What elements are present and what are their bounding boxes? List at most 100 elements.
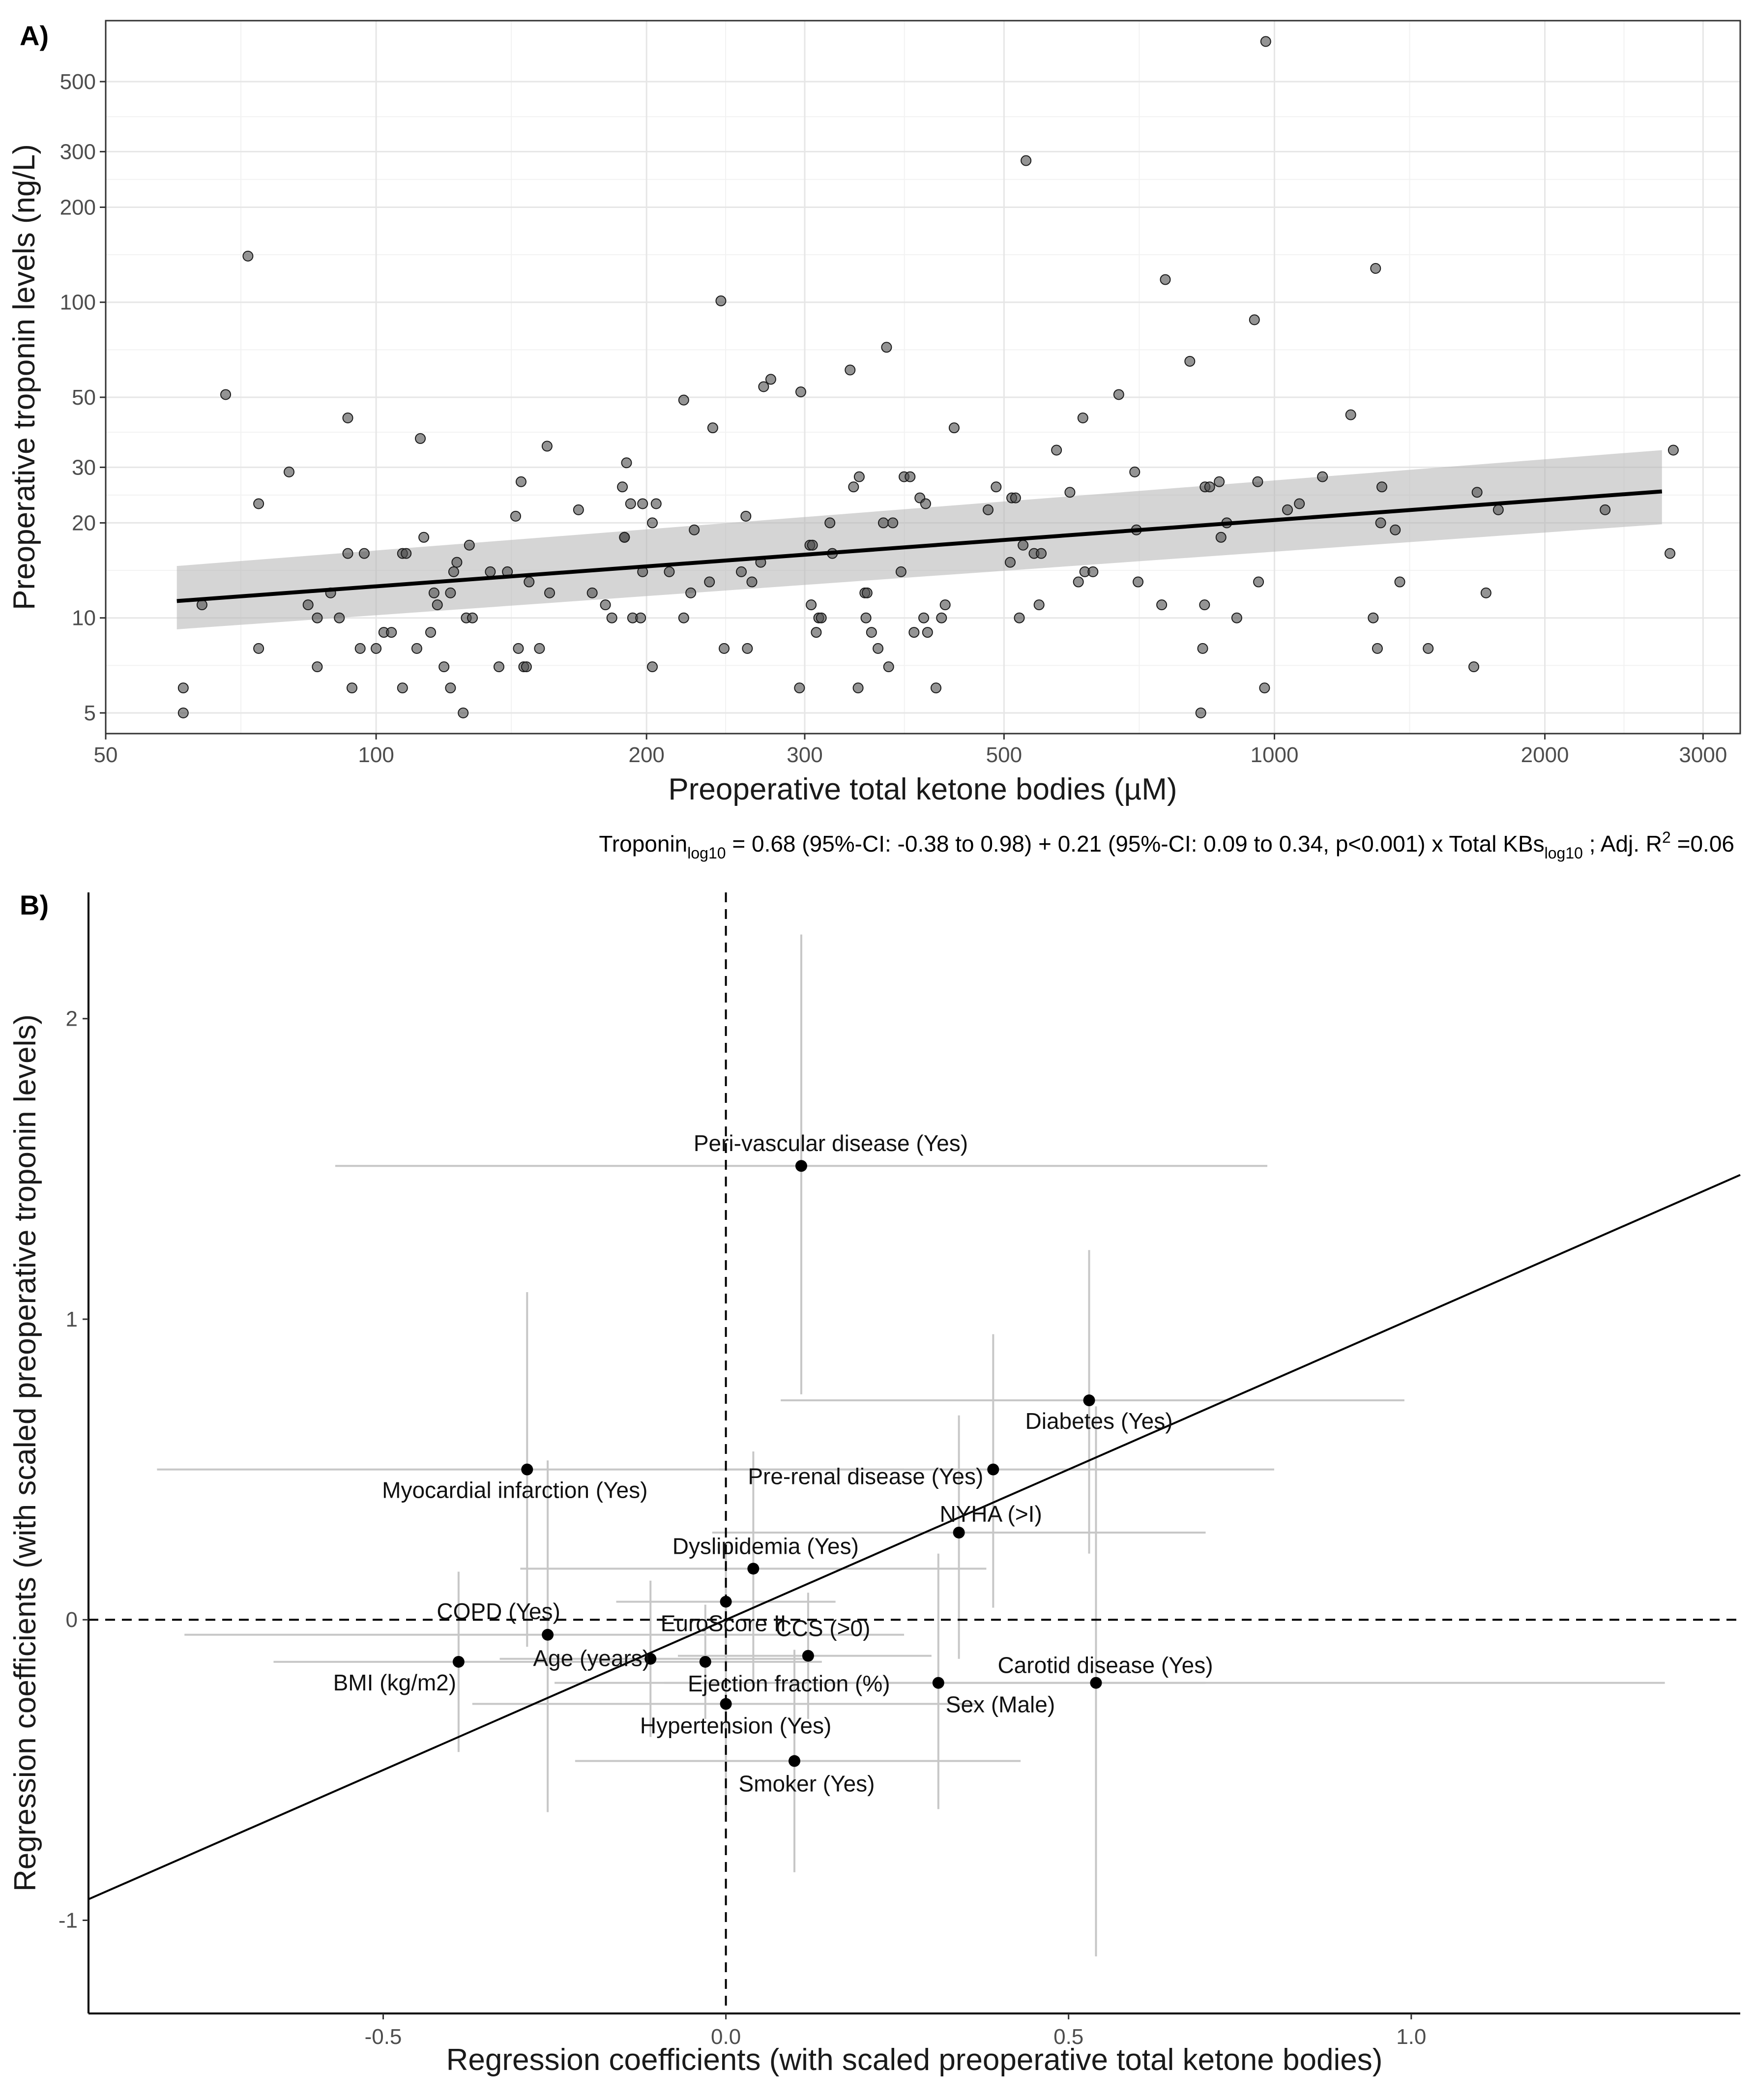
panel-a-y-tick-label: 5 <box>84 701 96 725</box>
panel-a-data-point <box>418 532 430 543</box>
panel-a-y-tick-label: 30 <box>72 455 96 479</box>
point-carotid-disease-yes <box>1090 1677 1102 1689</box>
panel-a-data-point <box>852 682 864 694</box>
panel-a-y-tick-label: 300 <box>60 140 96 164</box>
panel-a-data-point <box>1317 471 1328 482</box>
panel-a-data-point <box>401 548 412 559</box>
panel-a-data-point <box>746 576 758 588</box>
panel-a-data-point <box>1390 524 1401 535</box>
panel-a-data-point <box>1113 389 1124 400</box>
panel-a-data-point <box>177 682 189 694</box>
panel-a-x-tick-label: 1000 <box>1251 743 1299 767</box>
panel-a-data-point <box>678 394 689 406</box>
label-dyslipidemia-yes: Dyslipidemia (Yes) <box>672 1533 859 1559</box>
panel-a-data-point <box>1260 36 1271 47</box>
panel-a-x-tick-label: 300 <box>787 743 822 767</box>
panel-a-data-point <box>346 682 357 694</box>
eq-lhs: Troponin <box>599 831 687 857</box>
panel-a-data-point <box>485 566 496 577</box>
label-smoker-yes: Smoker (Yes) <box>739 1771 875 1797</box>
panel-a-y-tick-label: 100 <box>60 291 96 315</box>
panel-a-data-point <box>877 517 889 529</box>
label-sex-male: Sex (Male) <box>946 1692 1055 1717</box>
panel-b-y-axis-title: Regression coefficients (with scaled pre… <box>8 1014 42 1892</box>
panel-a-data-point <box>1051 444 1062 456</box>
panel-a-y-tick-label: 200 <box>60 195 96 219</box>
panel-a-data-point <box>881 342 892 353</box>
panel-a-regression-equation: Troponinlog10 = 0.68 (95%-CI: -0.38 to 0… <box>599 828 1734 862</box>
panel-a-data-point <box>685 587 697 598</box>
panel-a-data-point <box>600 599 611 611</box>
panel-b-y-tick-label: 1 <box>66 1307 78 1331</box>
panel-a-data-point <box>458 707 469 718</box>
panel-a-data-point <box>242 250 254 262</box>
panel-a-data-point <box>1036 548 1047 559</box>
panel-a-data-point <box>220 389 232 400</box>
panel-a-data-point <box>397 682 408 694</box>
point-ejection-fraction <box>699 1656 711 1668</box>
panel-a-data-point <box>515 476 526 487</box>
panel-a-data-point <box>824 517 836 529</box>
panel-a-label: A) <box>20 20 49 51</box>
panel-a-data-point <box>895 566 906 577</box>
panel-a-data-point <box>715 295 727 306</box>
panel-a-data-point <box>908 627 920 638</box>
panel-a-data-point <box>1375 517 1386 529</box>
panel-b-x-tick-label: 0.5 <box>1053 2025 1083 2049</box>
panel-a-data-point <box>991 481 1002 493</box>
panel-a-data-point <box>736 566 747 577</box>
point-pre-renal-disease-yes <box>987 1463 999 1476</box>
panel-a-data-point <box>765 374 776 385</box>
panel-a-data-point <box>448 566 459 577</box>
panel-a-data-point <box>647 517 658 529</box>
panel-a-data-point <box>467 612 478 623</box>
panel-a-data-point <box>795 386 807 398</box>
panel-a-data-point <box>1471 487 1483 498</box>
panel-a-data-point <box>493 661 504 673</box>
panel-a-data-point <box>358 548 370 559</box>
panel-a-data-point <box>794 682 805 694</box>
label-ejection-fraction: Ejection fraction (%) <box>688 1671 890 1696</box>
panel-b-x-tick-label: 0.0 <box>711 2025 741 2049</box>
panel-a-data-point <box>1370 263 1381 274</box>
panel-a-data-point <box>586 587 598 598</box>
panel-a-data-point <box>1199 599 1210 611</box>
panel-a-data-point <box>312 612 323 623</box>
label-euroscore-ii: EuroScore II <box>661 1611 787 1636</box>
panel-a-data-point <box>354 643 366 654</box>
panel-a-data-point <box>411 643 422 654</box>
panel-a-data-point <box>1345 409 1356 420</box>
panel-a-data-point <box>1214 476 1225 487</box>
panel-a-data-point <box>386 627 397 638</box>
panel-a-x-ticks: 50 100 200 300 500 1000 2000 3000 <box>94 734 1727 767</box>
panel-a-data-point <box>1468 661 1480 673</box>
eq-rhs-tail: =0.06 <box>1671 831 1734 857</box>
panel-a-data-point <box>948 422 960 434</box>
panel-a-data-point <box>451 557 463 568</box>
panel-a-data-point <box>334 612 345 623</box>
panel-a-data-point <box>621 457 632 469</box>
panel-a-data-point <box>1667 444 1679 456</box>
panel-a-data-point <box>931 682 942 694</box>
point-dyslipidemia-yes <box>747 1563 760 1575</box>
panel-a-data-point <box>541 441 553 452</box>
panel-a-data-point <box>807 539 818 551</box>
panel-a-data-point <box>922 627 933 638</box>
panel-a-data-point <box>1197 643 1208 654</box>
panel-a-data-point <box>606 612 617 623</box>
panel-a-x-tick-label: 2000 <box>1521 743 1569 767</box>
panel-a-data-point <box>1600 504 1611 515</box>
point-peri-vascular-disease-yes <box>795 1160 807 1172</box>
panel-a-data-point <box>524 576 535 588</box>
panel-a-data-point <box>1064 487 1076 498</box>
eq-mid: = 0.68 (95%-CI: -0.38 to 0.98) + 0.21 (9… <box>726 831 1545 857</box>
point-ccs-0 <box>802 1650 814 1662</box>
label-pre-renal-disease-yes: Pre-renal disease (Yes) <box>748 1464 983 1489</box>
panel-a-data-point <box>1033 599 1045 611</box>
panel-a-data-point <box>920 498 931 509</box>
panel-a-data-point <box>664 566 675 577</box>
panel-a-data-point <box>1129 466 1140 477</box>
panel-a-data-point <box>1282 504 1293 515</box>
panel-a-data-point <box>284 466 295 477</box>
panel-a-data-point <box>445 587 456 598</box>
